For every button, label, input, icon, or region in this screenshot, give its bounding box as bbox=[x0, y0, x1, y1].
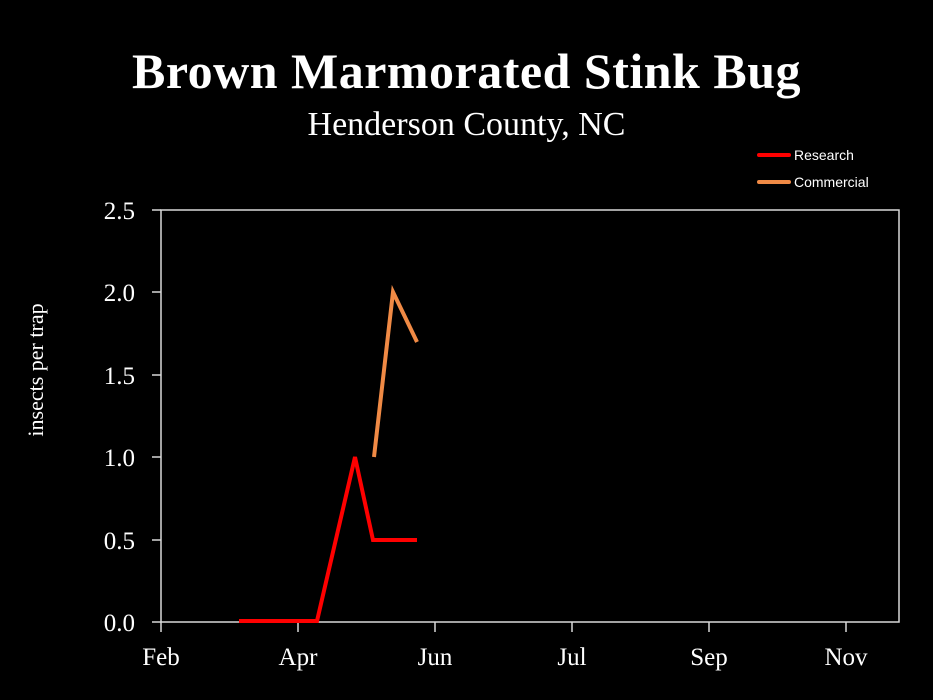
y-tick-2: 1.0 bbox=[104, 445, 135, 472]
y-tick-1: 0.5 bbox=[104, 528, 135, 555]
legend-label-research: Research bbox=[794, 146, 854, 163]
chart-subtitle: Henderson County, NC bbox=[307, 106, 626, 143]
plot-frame bbox=[160, 209, 900, 623]
x-tick-labels: Feb Apr Jun Jul Sep Nov bbox=[142, 644, 868, 671]
legend-item-research: Research bbox=[757, 141, 869, 168]
legend-label-commercial: Commercial bbox=[794, 173, 869, 190]
legend-swatch-commercial bbox=[757, 179, 791, 184]
y-tick-4: 2.0 bbox=[104, 280, 135, 307]
legend-swatch-research bbox=[757, 152, 791, 157]
x-tick-0: Feb bbox=[142, 644, 180, 671]
series-research-line bbox=[239, 456, 417, 623]
x-tick-2: Jun bbox=[418, 644, 453, 671]
y-ticks bbox=[152, 209, 161, 623]
series-commercial-line bbox=[372, 284, 419, 458]
y-tick-3: 1.5 bbox=[104, 363, 135, 390]
legend-item-commercial: Commercial bbox=[757, 168, 869, 195]
x-ticks bbox=[160, 622, 847, 632]
x-tick-3: Jul bbox=[557, 644, 586, 671]
legend: Research Commercial bbox=[757, 141, 869, 195]
y-tick-0: 0.0 bbox=[104, 610, 135, 637]
x-tick-1: Apr bbox=[279, 644, 319, 671]
x-tick-4: Sep bbox=[690, 644, 728, 671]
y-tick-5: 2.5 bbox=[104, 198, 135, 225]
chart-title: Brown Marmorated Stink Bug bbox=[131, 43, 802, 99]
x-tick-5: Nov bbox=[824, 644, 868, 671]
y-tick-labels: 0.0 0.5 1.0 1.5 2.0 2.5 bbox=[104, 198, 135, 637]
